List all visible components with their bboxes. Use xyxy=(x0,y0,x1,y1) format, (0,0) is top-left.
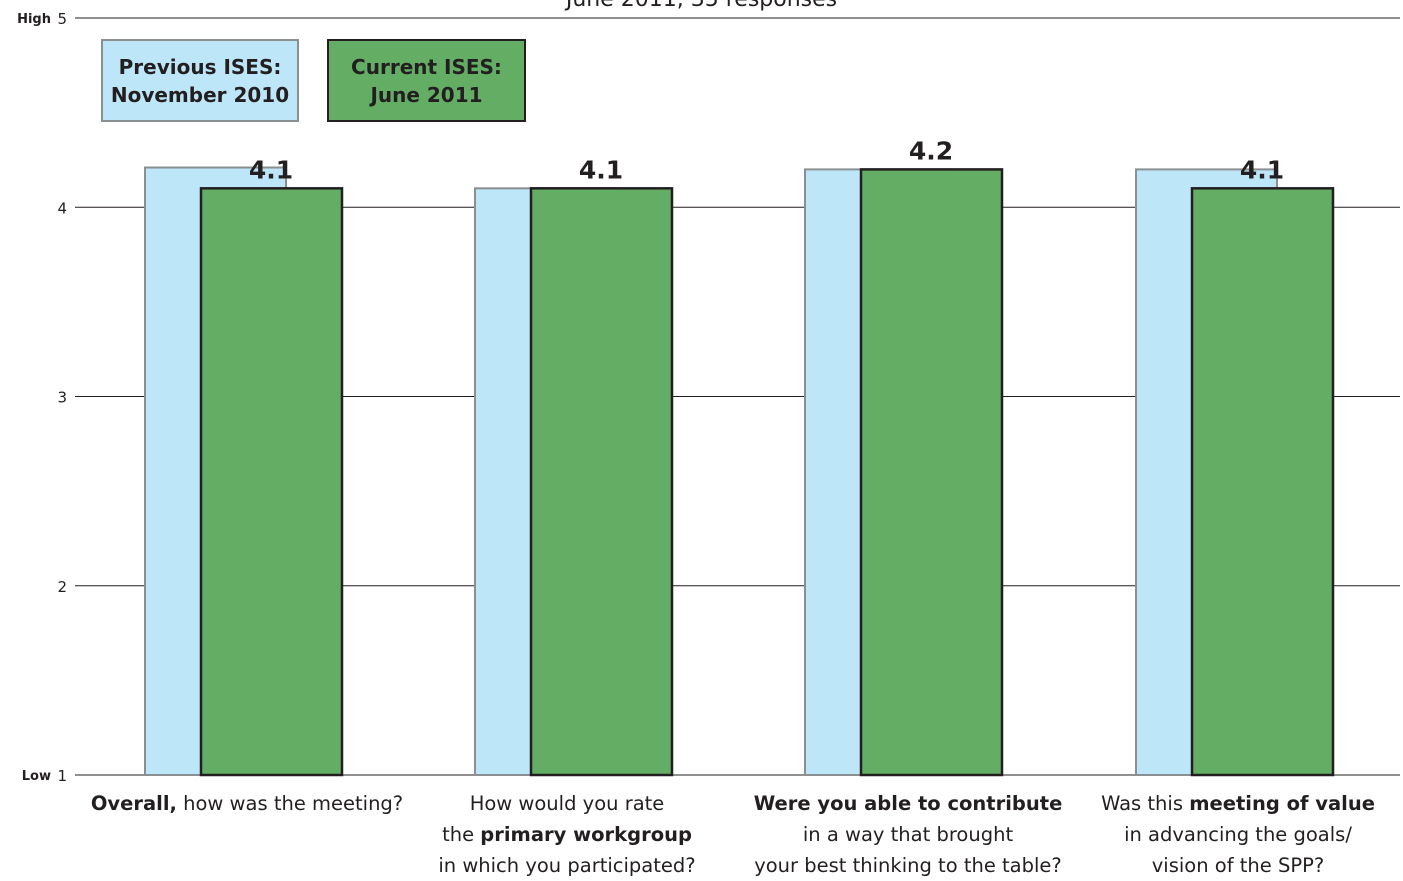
y-tick-label-3: 3 xyxy=(57,389,67,407)
legend-previous-line1: Previous ISES: xyxy=(118,54,282,79)
category-label-line: Were you able to contribute xyxy=(738,788,1078,819)
category-label-line: Was this meeting of value xyxy=(1068,788,1403,819)
category-label-line: the primary workgroup xyxy=(397,819,737,850)
category-label-segment: in which you participated? xyxy=(438,854,696,877)
bar-current xyxy=(1190,187,1335,777)
legend-previous: Previous ISES: November 2010 xyxy=(101,39,299,122)
legend-current-line1: Current ISES: xyxy=(351,54,502,79)
category-label-line: in advancing the goals/ xyxy=(1068,819,1403,850)
y-tick-label-2: 2 xyxy=(57,578,67,596)
category-label-segment: meeting of value xyxy=(1189,792,1375,815)
category-label-line: vision of the SPP? xyxy=(1068,850,1403,881)
category-label-segment: Were you able to contribute xyxy=(753,792,1063,815)
y-tick-label-4: 4 xyxy=(57,199,67,217)
category-label-line: in a way that brought xyxy=(738,819,1078,850)
category-label: Was this meeting of value in advancing th… xyxy=(1068,788,1403,881)
y-axis-low-label: Low xyxy=(22,769,51,784)
category-label-line: How would you rate xyxy=(397,788,737,819)
data-label: 4.1 xyxy=(579,155,623,184)
y-tick-label-1: 1 xyxy=(57,767,67,785)
chart-subtitle: June 2011, 35 responses xyxy=(0,0,1403,12)
category-label: Overall, how was the meeting? xyxy=(77,788,417,819)
category-label: How would you rate the primary workgroup i… xyxy=(397,788,737,881)
bar-current xyxy=(199,187,344,777)
legend-current-line2: June 2011 xyxy=(370,82,483,107)
category-label: Were you able to contribute in a way that… xyxy=(738,788,1078,881)
category-label-segment: your best thinking to the table? xyxy=(754,854,1062,877)
category-label-segment: in advancing the goals/ xyxy=(1124,823,1352,846)
y-axis-high-label: High xyxy=(17,12,51,27)
bar-current xyxy=(529,187,674,777)
category-label-line: your best thinking to the table? xyxy=(738,850,1078,881)
category-label-segment: primary workgroup xyxy=(480,823,692,846)
legend-current: Current ISES: June 2011 xyxy=(327,39,526,122)
category-label-segment: the xyxy=(442,823,481,846)
category-label-line: Overall, how was the meeting? xyxy=(77,788,417,819)
category-label-line: in which you participated? xyxy=(397,850,737,881)
bar-current xyxy=(859,168,1004,777)
category-label-segment: How would you rate xyxy=(469,792,665,815)
category-label-segment: Overall, xyxy=(90,792,177,815)
category-label-segment: Was this xyxy=(1101,792,1190,815)
y-tick-label-5: 5 xyxy=(57,10,67,28)
data-label: 4.1 xyxy=(249,155,293,184)
category-label-segment: how was the meeting? xyxy=(176,792,404,815)
legend-previous-line2: November 2010 xyxy=(110,82,290,107)
data-label: 4.1 xyxy=(1240,155,1284,184)
data-label: 4.2 xyxy=(909,136,953,165)
category-label-segment: in a way that brought xyxy=(802,823,1014,846)
category-label-segment: vision of the SPP? xyxy=(1151,854,1325,877)
